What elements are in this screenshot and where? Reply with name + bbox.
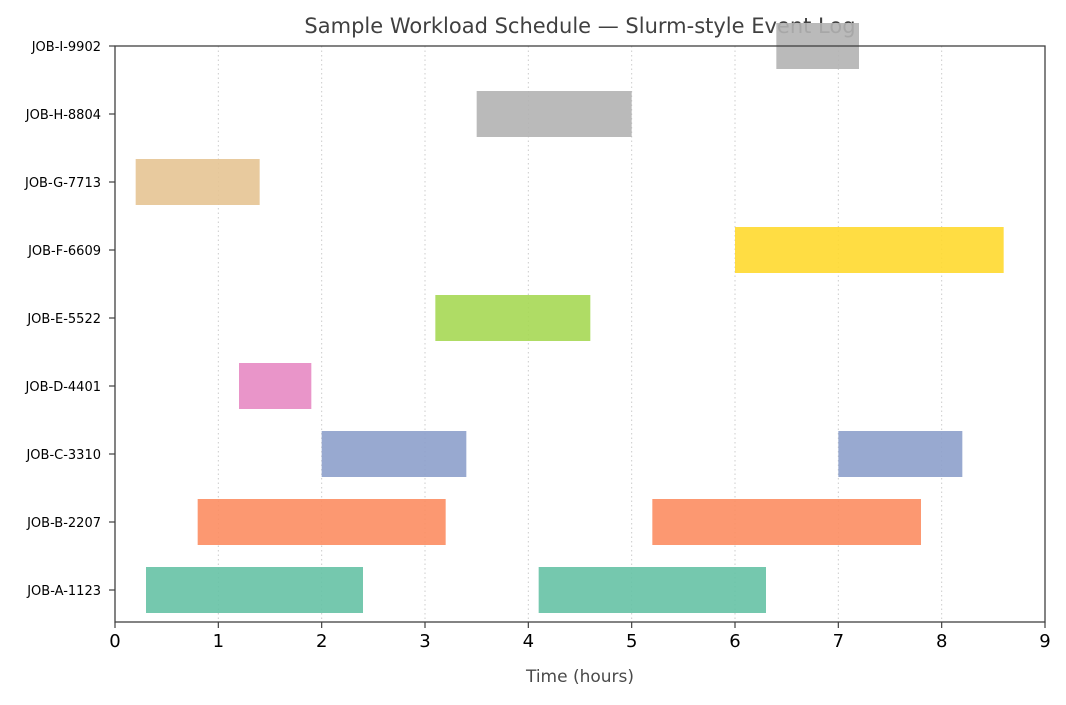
gantt-bar-job-g-7713 bbox=[135, 159, 260, 205]
y-tick-label: JOB-F-6609 bbox=[27, 244, 101, 259]
bars-layer bbox=[135, 23, 1004, 613]
x-tick-label: 3 bbox=[419, 631, 430, 652]
gantt-bar-job-a-1123 bbox=[538, 567, 766, 613]
gantt-bar-job-d-4401 bbox=[239, 363, 312, 409]
x-tick-label: 7 bbox=[833, 631, 844, 652]
plot-frame bbox=[114, 45, 1046, 623]
x-tick-label: 5 bbox=[626, 631, 637, 652]
y-axis: JOB-A-1123 JOB-B-2207 JOB-C-3310 JOB-D-4401… bbox=[24, 40, 115, 599]
y-tick-label: JOB-B-2207 bbox=[26, 516, 101, 531]
gantt-bar-job-b-2207 bbox=[197, 499, 446, 545]
gantt-bar-job-a-1123 bbox=[146, 567, 363, 613]
gantt-bar-job-f-6609 bbox=[735, 227, 1004, 273]
x-tick-label: 9 bbox=[1039, 631, 1050, 652]
x-axis: 0 1 2 3 4 5 6 7 8 9 bbox=[109, 622, 1051, 652]
x-tick-label: 2 bbox=[316, 631, 327, 652]
y-tick-label: JOB-C-3310 bbox=[25, 448, 101, 463]
gantt-bar-job-e-5522 bbox=[435, 295, 591, 341]
x-tick-label: 4 bbox=[523, 631, 534, 652]
y-tick-label: JOB-I-9902 bbox=[31, 40, 101, 55]
y-tick-label: JOB-G-7713 bbox=[24, 176, 101, 191]
x-tick-label: 0 bbox=[109, 631, 120, 652]
chart-title: Sample Workload Schedule — Slurm-style E… bbox=[304, 14, 855, 38]
x-tick-label: 6 bbox=[729, 631, 740, 652]
gantt-bar-job-c-3310 bbox=[321, 431, 467, 477]
x-tick-label: 8 bbox=[936, 631, 947, 652]
x-axis-label: Time (hours) bbox=[525, 667, 634, 687]
y-tick-label: JOB-A-1123 bbox=[26, 584, 101, 599]
gantt-bar-job-b-2207 bbox=[652, 499, 921, 545]
y-tick-label: JOB-E-5522 bbox=[26, 312, 101, 327]
gantt-bar-job-h-8804 bbox=[476, 91, 632, 137]
gantt-bar-job-c-3310 bbox=[838, 431, 963, 477]
y-tick-label: JOB-H-8804 bbox=[25, 108, 101, 123]
y-tick-label: JOB-D-4401 bbox=[25, 380, 101, 395]
x-tick-label: 1 bbox=[213, 631, 224, 652]
